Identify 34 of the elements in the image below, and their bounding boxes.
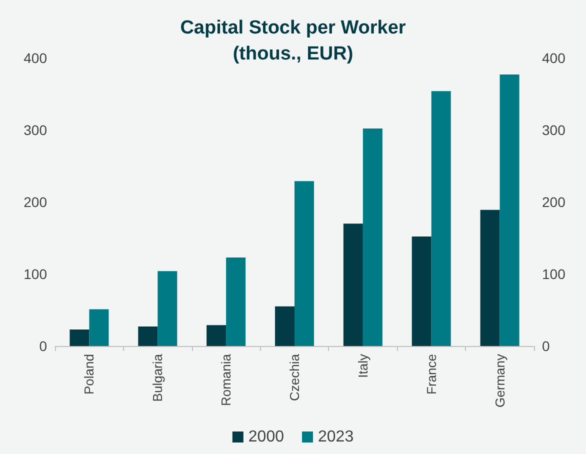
x-tick-label: Italy	[355, 354, 370, 378]
x-tick-label: Czechia	[287, 353, 302, 401]
bar	[480, 210, 500, 346]
x-tick-label: Romania	[218, 353, 234, 406]
x-tick-label: Poland	[82, 354, 97, 394]
bar	[362, 128, 382, 346]
bar	[431, 91, 451, 346]
bar	[138, 326, 158, 346]
y-tick-label: 100	[24, 266, 48, 282]
y2-tick-label: 0	[542, 338, 550, 354]
x-tick-label: Bulgaria	[150, 353, 166, 402]
y2-tick-label: 200	[542, 194, 566, 210]
y-tick-label: 400	[24, 50, 48, 66]
y-tick-label: 300	[24, 122, 48, 138]
legend-label: 2000	[248, 428, 284, 446]
x-tick-label: France	[424, 354, 439, 394]
bar	[70, 329, 90, 346]
bar	[500, 74, 520, 346]
y-tick-label: 0	[39, 338, 48, 354]
chart-title: Capital Stock per Worker (thous., EUR)	[180, 18, 406, 64]
bar	[89, 309, 109, 346]
x-tick-label: Germany	[492, 354, 508, 408]
bar	[412, 236, 432, 346]
bar	[343, 224, 363, 346]
bar	[158, 271, 178, 346]
bar	[275, 306, 294, 346]
legend-label: 2023	[318, 428, 354, 446]
bar	[206, 325, 226, 346]
bar	[294, 181, 314, 346]
y2-tick-label: 300	[542, 122, 566, 138]
y2-tick-label: 400	[542, 50, 566, 66]
y2-tick-label: 100	[542, 266, 566, 282]
y-tick-label: 200	[24, 194, 48, 210]
bar	[226, 257, 246, 346]
